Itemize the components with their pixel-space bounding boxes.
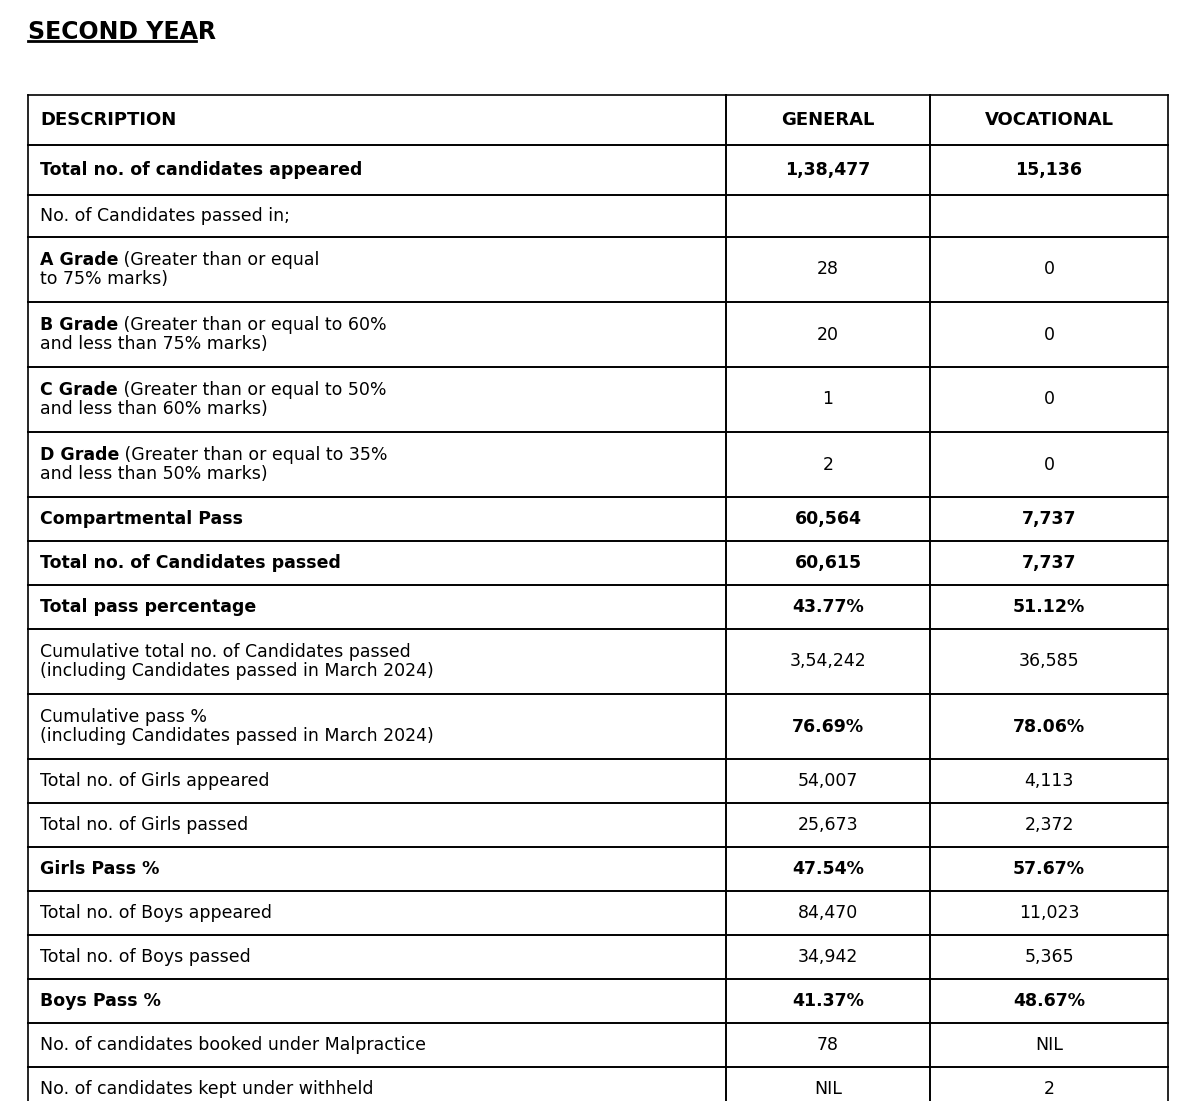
- Text: (Greater than or equal to 60%: (Greater than or equal to 60%: [119, 316, 386, 334]
- Text: No. of candidates kept under withheld: No. of candidates kept under withheld: [40, 1080, 373, 1098]
- Text: 3,54,242: 3,54,242: [790, 653, 866, 671]
- Text: D Grade: D Grade: [40, 446, 119, 464]
- Text: and less than 50% marks): and less than 50% marks): [40, 466, 268, 483]
- Text: 36,585: 36,585: [1019, 653, 1079, 671]
- Text: 0: 0: [1044, 391, 1055, 408]
- Text: 11,023: 11,023: [1019, 904, 1079, 922]
- Text: Total no. of Girls passed: Total no. of Girls passed: [40, 816, 248, 833]
- Text: Total no. of Boys passed: Total no. of Boys passed: [40, 948, 251, 966]
- Text: 15,136: 15,136: [1015, 161, 1082, 179]
- Text: 7,737: 7,737: [1021, 554, 1076, 573]
- Text: B Grade: B Grade: [40, 316, 119, 334]
- Text: 48.67%: 48.67%: [1013, 992, 1085, 1010]
- Text: 54,007: 54,007: [798, 772, 858, 791]
- Text: 0: 0: [1044, 261, 1055, 279]
- Text: 1: 1: [822, 391, 834, 408]
- Text: 0: 0: [1044, 326, 1055, 344]
- Text: 43.77%: 43.77%: [792, 598, 864, 615]
- Text: 57.67%: 57.67%: [1013, 860, 1085, 877]
- Text: (including Candidates passed in March 2024): (including Candidates passed in March 20…: [40, 662, 433, 680]
- Text: No. of candidates booked under Malpractice: No. of candidates booked under Malpracti…: [40, 1036, 426, 1054]
- Text: 2: 2: [822, 456, 834, 473]
- Text: (Greater than or equal to 35%: (Greater than or equal to 35%: [119, 446, 388, 464]
- Text: and less than 60% marks): and less than 60% marks): [40, 400, 268, 418]
- Text: 7,737: 7,737: [1021, 510, 1076, 528]
- Text: 2,372: 2,372: [1025, 816, 1074, 833]
- Text: (including Candidates passed in March 2024): (including Candidates passed in March 20…: [40, 727, 433, 745]
- Text: Total pass percentage: Total pass percentage: [40, 598, 257, 615]
- Text: 5,365: 5,365: [1024, 948, 1074, 966]
- Text: Cumulative total no. of Candidates passed: Cumulative total no. of Candidates passe…: [40, 643, 410, 661]
- Text: 78.06%: 78.06%: [1013, 718, 1085, 735]
- Text: NIL: NIL: [1036, 1036, 1063, 1054]
- Text: 60,564: 60,564: [794, 510, 862, 528]
- Text: DESCRIPTION: DESCRIPTION: [40, 111, 176, 129]
- Text: 47.54%: 47.54%: [792, 860, 864, 877]
- Text: Total no. of Boys appeared: Total no. of Boys appeared: [40, 904, 272, 922]
- Text: and less than 75% marks): and less than 75% marks): [40, 335, 268, 353]
- Text: No. of Candidates passed in;: No. of Candidates passed in;: [40, 207, 290, 225]
- Text: 28: 28: [817, 261, 839, 279]
- Text: 20: 20: [817, 326, 839, 344]
- Text: (Greater than or equal to 50%: (Greater than or equal to 50%: [118, 381, 386, 399]
- Text: 51.12%: 51.12%: [1013, 598, 1085, 615]
- Text: (Greater than or equal: (Greater than or equal: [119, 251, 320, 269]
- Text: 0: 0: [1044, 456, 1055, 473]
- Text: Total no. of candidates appeared: Total no. of candidates appeared: [40, 161, 362, 179]
- Text: 4,113: 4,113: [1025, 772, 1074, 791]
- Text: Compartmental Pass: Compartmental Pass: [40, 510, 242, 528]
- Text: 60,615: 60,615: [794, 554, 862, 573]
- Text: to 75% marks): to 75% marks): [40, 270, 168, 288]
- Text: Total no. of Girls appeared: Total no. of Girls appeared: [40, 772, 270, 791]
- Text: 76.69%: 76.69%: [792, 718, 864, 735]
- Text: 41.37%: 41.37%: [792, 992, 864, 1010]
- Text: 2: 2: [1044, 1080, 1055, 1098]
- Text: 1,38,477: 1,38,477: [785, 161, 871, 179]
- Text: SECOND YEAR: SECOND YEAR: [28, 20, 216, 44]
- Text: C Grade: C Grade: [40, 381, 118, 399]
- Text: 34,942: 34,942: [798, 948, 858, 966]
- Text: 25,673: 25,673: [798, 816, 858, 833]
- Text: Total no. of Candidates passed: Total no. of Candidates passed: [40, 554, 341, 573]
- Text: 78: 78: [817, 1036, 839, 1054]
- Text: Girls Pass %: Girls Pass %: [40, 860, 160, 877]
- Text: 84,470: 84,470: [798, 904, 858, 922]
- Text: Cumulative pass %: Cumulative pass %: [40, 708, 208, 726]
- Text: Boys Pass %: Boys Pass %: [40, 992, 161, 1010]
- Text: GENERAL: GENERAL: [781, 111, 875, 129]
- Text: VOCATIONAL: VOCATIONAL: [984, 111, 1114, 129]
- Text: NIL: NIL: [814, 1080, 842, 1098]
- Text: A Grade: A Grade: [40, 251, 119, 269]
